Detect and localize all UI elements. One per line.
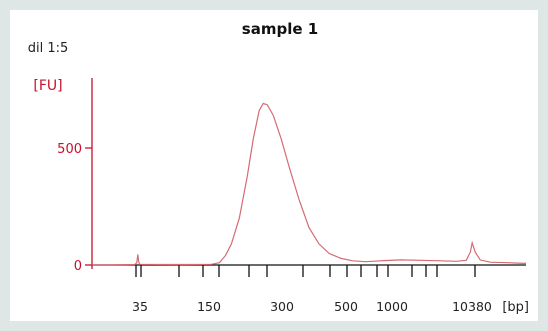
chart-title: sample 1 [242,20,318,38]
chart: sample 1 dil 1:5 [FU] [bp] 0 500 35 150 300… [28,20,529,315]
x-tick-label-35: 35 [132,299,148,314]
x-tick-label-1000: 1000 [376,299,408,314]
y-tick-label-0: 0 [74,259,82,274]
series-trace [92,102,527,266]
chart-panel: sample 1 dil 1:5 [FU] [bp] 0 500 35 150 300… [10,10,538,321]
y-tick-label-500: 500 [57,142,82,157]
x-tick-label-150: 150 [197,299,221,314]
x-axis-label: [bp] [502,300,529,315]
chart-annotation: dil 1:5 [28,41,69,56]
x-tick-label-300: 300 [270,299,294,314]
x-tick-label-500: 500 [334,299,358,314]
x-tick-label-10380: 10380 [452,299,492,314]
y-axis-label: [FU] [33,78,62,94]
